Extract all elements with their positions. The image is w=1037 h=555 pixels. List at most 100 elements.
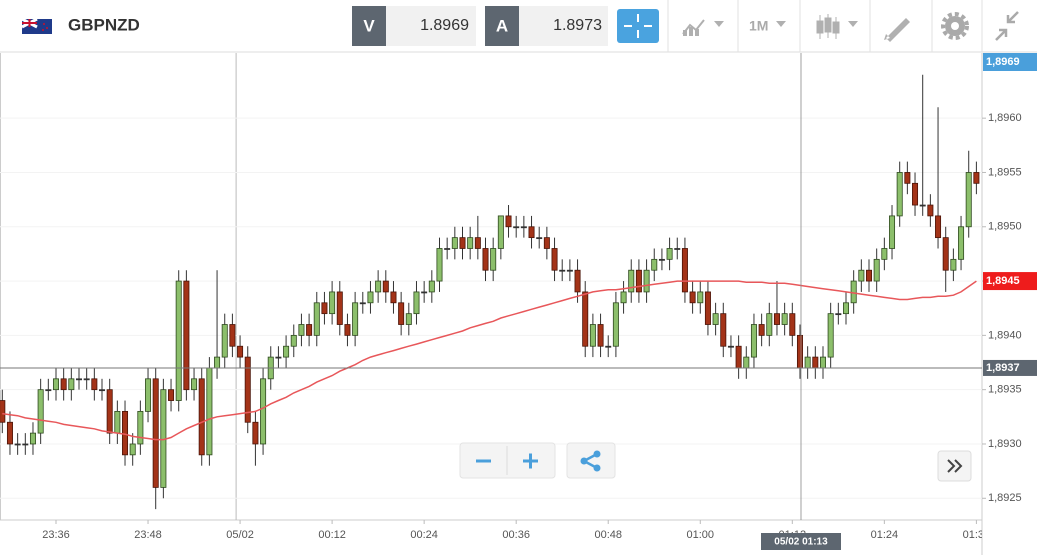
candle-body — [436, 248, 443, 282]
y-tick-label: 1,8935 — [988, 384, 1022, 396]
candle-body — [60, 378, 67, 391]
candle-body — [474, 237, 481, 249]
candle-body — [145, 378, 152, 412]
settings-button[interactable] — [941, 12, 969, 40]
candle-body — [881, 248, 888, 260]
candle-body — [390, 291, 397, 304]
candle-body — [244, 356, 251, 423]
x-tick-label: 00:24 — [410, 529, 438, 541]
candle-body — [612, 302, 619, 347]
collapse-button[interactable] — [995, 11, 1019, 41]
candle-body — [22, 443, 29, 446]
crosshair-button[interactable] — [617, 9, 659, 43]
candle-body — [750, 324, 757, 358]
candle-body — [628, 269, 635, 293]
candle-body — [789, 313, 796, 336]
x-tick-label: 01:24 — [871, 529, 899, 541]
candle-body — [804, 356, 811, 369]
chart-type-button[interactable] — [682, 19, 724, 36]
candle-body — [605, 345, 612, 348]
candle-body — [290, 334, 297, 347]
candle-body — [359, 302, 366, 305]
candle-body — [29, 432, 36, 445]
candle-body — [505, 215, 512, 228]
x-tick-label: 23:36 — [42, 529, 70, 541]
candle-body — [819, 356, 826, 369]
x-tick-label: 00:36 — [502, 529, 530, 541]
candle-body — [221, 324, 228, 358]
toolbar-dividers — [667, 0, 983, 52]
timeframe-button[interactable]: 1M — [749, 18, 786, 34]
candle-body — [651, 258, 658, 271]
ask-label: A — [496, 16, 508, 35]
share-button[interactable] — [566, 442, 616, 479]
timeframe: 1M — [749, 18, 768, 34]
candle-body — [52, 378, 59, 391]
candle-body — [720, 313, 727, 347]
zoom-in-button[interactable] — [523, 453, 538, 469]
candle-body — [773, 313, 780, 325]
candle-body — [582, 291, 589, 347]
candle-body — [114, 410, 121, 434]
candle-body — [950, 258, 957, 271]
zoom-controls — [459, 442, 556, 479]
candle-body — [329, 291, 336, 315]
candle-body — [37, 389, 44, 434]
candle-body — [68, 378, 75, 391]
candle-body — [559, 269, 566, 272]
candle-body — [405, 313, 412, 325]
candle-body — [743, 356, 750, 369]
candle-body — [237, 345, 244, 358]
candle-body — [76, 378, 83, 381]
candle-body — [99, 389, 106, 392]
candle-body — [958, 226, 965, 260]
candle-body — [866, 269, 873, 282]
candle-body — [129, 443, 136, 456]
candle-body — [812, 356, 819, 369]
bid-box[interactable]: V 1.8969 — [352, 6, 476, 46]
ask-price: 1.8973 — [553, 17, 602, 34]
candle-body — [635, 269, 642, 293]
candle-body — [704, 291, 711, 325]
y-tick-label: 1,8960 — [988, 112, 1022, 124]
y-tick-label: 1,8950 — [988, 221, 1022, 233]
drawing-tools-button[interactable] — [884, 18, 910, 42]
candle-body — [850, 280, 857, 304]
candle-body — [681, 248, 688, 293]
candle-style-button[interactable] — [816, 14, 858, 39]
candle-body — [467, 237, 474, 249]
crosshair-time-label: 05/02 01:13 — [774, 537, 828, 548]
candle-body — [689, 291, 696, 304]
candle-body — [260, 378, 267, 445]
scroll-right-button[interactable] — [937, 450, 972, 482]
candle-body — [973, 172, 980, 184]
ask-box[interactable]: A 1.8973 — [485, 6, 608, 46]
candle-body — [344, 324, 351, 336]
candle-body — [843, 302, 850, 315]
candle-body — [490, 248, 497, 271]
candle-body — [574, 269, 581, 293]
candle-body — [935, 215, 942, 239]
candle-body — [375, 280, 382, 293]
candle-body — [275, 356, 282, 359]
candle-body — [198, 378, 205, 456]
moving-average-line — [2, 280, 977, 441]
candle-body — [712, 313, 719, 325]
candle-body — [912, 182, 919, 206]
price-tag-label: 1,8945 — [986, 275, 1020, 287]
candle-body — [835, 313, 842, 316]
candle-body — [382, 280, 389, 293]
candle-body — [896, 172, 903, 217]
candle-body — [543, 237, 550, 249]
candle-body — [781, 313, 788, 325]
candle-body — [352, 302, 359, 336]
candle-body — [183, 280, 190, 391]
candle-body — [758, 324, 765, 336]
candle-body — [597, 324, 604, 347]
x-tick-label: 05/02 — [226, 529, 254, 541]
crosshair-price-label: 1,8937 — [986, 362, 1020, 374]
candle-body — [520, 226, 527, 229]
candle-body — [421, 291, 428, 294]
candle-body — [904, 172, 911, 184]
